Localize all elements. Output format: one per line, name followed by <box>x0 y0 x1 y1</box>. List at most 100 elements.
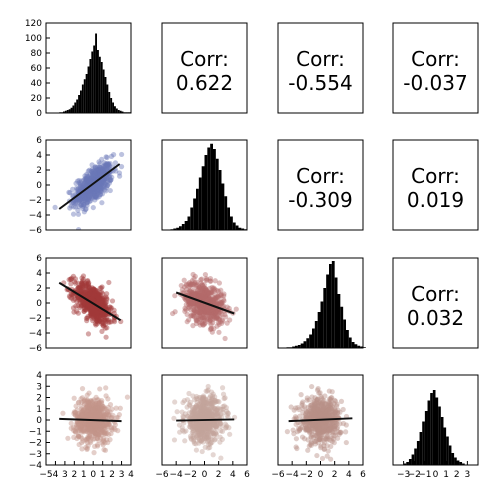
scatter-point <box>309 425 315 431</box>
scatter-point <box>111 319 118 325</box>
scatter-point <box>343 439 349 446</box>
scatter-point <box>93 290 99 296</box>
scatter-point <box>95 181 101 187</box>
scatter-point <box>95 422 101 428</box>
scatter-point <box>106 431 112 438</box>
scatter-point <box>201 307 207 314</box>
scatter-point <box>95 167 102 173</box>
scatter-point <box>79 395 86 401</box>
scatter-point <box>85 434 91 440</box>
scatter-point <box>103 431 109 437</box>
scatter-point <box>102 447 109 453</box>
scatter-point <box>85 407 92 414</box>
scatter-point <box>194 427 200 433</box>
scatter-point <box>201 408 207 414</box>
scatter-point <box>90 177 96 184</box>
scatter-point <box>87 188 94 194</box>
scatter-point <box>315 421 322 427</box>
scatter-point <box>98 299 104 305</box>
scatter-point <box>87 420 93 426</box>
scatter-point <box>215 310 221 316</box>
scatter-point <box>309 411 315 417</box>
scatter-point <box>191 409 197 415</box>
scatter-point <box>86 402 92 408</box>
scatter-point <box>212 406 218 412</box>
scatter-point <box>93 186 99 192</box>
scatter-point <box>89 424 95 431</box>
scatter-point <box>205 310 211 316</box>
scatter-point <box>93 423 99 429</box>
scatter-point <box>197 412 203 418</box>
scatter-point <box>198 305 204 311</box>
scatter-point <box>190 429 196 435</box>
scatter-point <box>83 428 89 434</box>
scatter-point <box>293 405 299 411</box>
scatter-point <box>195 293 202 300</box>
scatter-point <box>202 424 208 430</box>
scatter-point <box>82 412 88 418</box>
histogram-bar <box>207 147 211 230</box>
scatter-point <box>205 306 211 312</box>
scatter-point <box>313 422 319 429</box>
scatter-point <box>101 179 107 186</box>
scatter-point <box>191 440 198 446</box>
scatter-point <box>198 285 204 291</box>
scatter-point <box>81 209 87 215</box>
scatter-point <box>81 407 87 413</box>
scatter-point <box>84 305 90 311</box>
scatter-point <box>320 405 326 412</box>
scatter-point <box>84 194 90 200</box>
scatter-point <box>329 404 336 410</box>
scatter-point <box>101 297 107 303</box>
scatter-point <box>87 196 93 202</box>
scatter-point <box>196 294 202 300</box>
scatter-point <box>93 431 99 437</box>
scatter-point <box>198 414 205 421</box>
scatter-point <box>101 415 107 421</box>
scatter-point <box>101 167 108 174</box>
histogram-bar <box>309 334 312 348</box>
histogram-bar <box>435 397 439 465</box>
panel-3-2: −6 −4 −2 0 2 4 6 <box>271 374 366 480</box>
scatter-point <box>201 305 207 311</box>
scatter-point <box>74 420 80 426</box>
scatter-point <box>88 304 94 310</box>
scatter-point <box>87 179 94 185</box>
scatter-point <box>99 316 105 323</box>
scatter-point <box>96 171 102 177</box>
scatter-point <box>219 320 225 326</box>
scatter-point <box>88 309 94 315</box>
scatter-point <box>335 410 341 416</box>
scatter-point <box>201 399 207 405</box>
scatter-point <box>95 405 101 411</box>
scatter-point <box>78 285 84 291</box>
scatter-point <box>306 397 312 403</box>
x-tick-label: 4 <box>230 470 236 480</box>
scatter-point <box>90 406 96 412</box>
scatter-point <box>308 411 314 418</box>
scatter-point <box>193 316 199 322</box>
scatter-point <box>315 428 322 434</box>
x-tick-label: 0 <box>433 470 439 480</box>
scatter-point <box>110 412 116 419</box>
histogram-bar <box>320 301 324 348</box>
scatter-point <box>96 437 102 443</box>
scatter-point <box>93 287 99 294</box>
scatter-point <box>206 294 212 300</box>
scatter-point <box>334 401 340 407</box>
scatter-point <box>104 423 110 430</box>
scatter-point <box>194 302 201 308</box>
scatter-point <box>90 294 96 300</box>
scatter-point <box>205 406 211 413</box>
scatter-point <box>319 425 325 431</box>
scatter-point <box>200 393 207 399</box>
histogram-bar <box>176 227 179 230</box>
scatter-point <box>80 182 86 188</box>
scatter-point <box>198 411 204 417</box>
scatter-point <box>209 395 216 402</box>
scatter-point <box>91 306 98 312</box>
scatter-point <box>101 405 108 411</box>
scatter-point <box>308 434 314 440</box>
scatter-point <box>205 413 211 419</box>
scatter-point <box>311 406 317 412</box>
